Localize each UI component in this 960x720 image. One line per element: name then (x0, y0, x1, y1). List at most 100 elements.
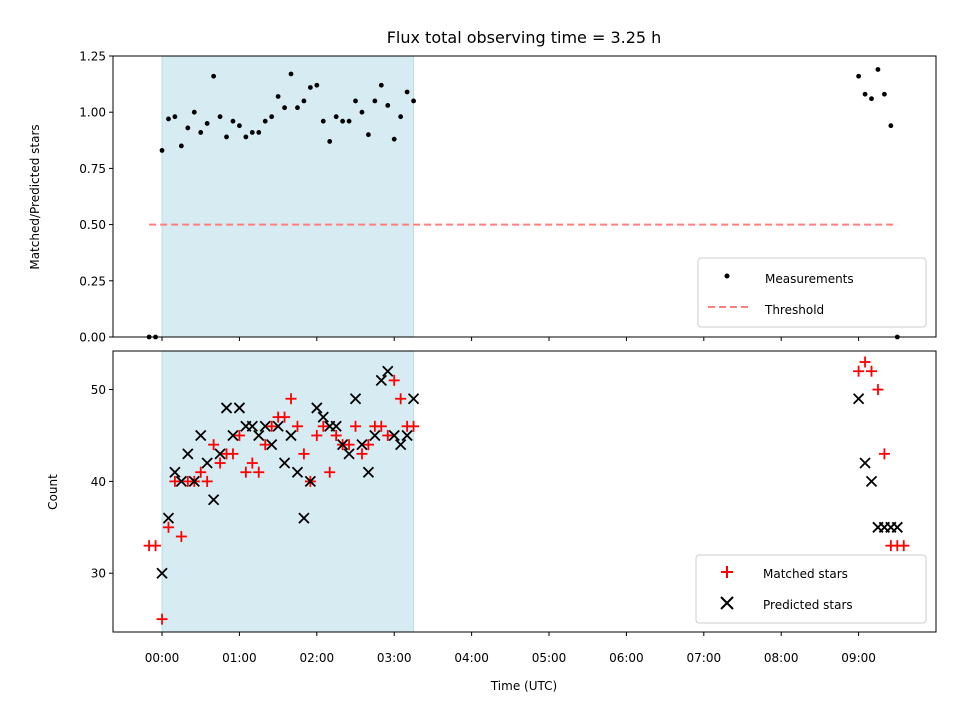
x-tick-label: 07:00 (687, 651, 722, 665)
matched-star-point (872, 384, 884, 396)
predicted-star-point (336, 439, 349, 451)
matched-star-point (330, 429, 342, 441)
matched-star-point (324, 466, 336, 478)
matched-star-point (227, 448, 239, 460)
predicted-star-point (369, 429, 381, 442)
measurement-point (243, 134, 249, 140)
matched-star-point (240, 466, 252, 478)
top-y-ticks: 0.00 0.25 0.50 0.75 1.00 1.25 (79, 50, 113, 345)
measurement-point (198, 130, 204, 135)
matched-star-point (156, 613, 168, 625)
top-panel: 0.00 0.25 0.50 0.75 1.00 1.25 Matched/Predict… (28, 50, 937, 345)
measurement-point (404, 89, 410, 95)
x-axis-label: Time (UTC) (490, 679, 557, 693)
predicted-star-point (253, 429, 265, 442)
y-tick-label: 0.75 (79, 162, 106, 176)
measurement-point (269, 114, 275, 120)
measurement-point (314, 82, 320, 88)
predicted-star-point (304, 475, 317, 488)
measurement-point (217, 114, 223, 120)
x-tick-label: 04:00 (454, 651, 489, 665)
matched-star-point (311, 429, 323, 441)
matched-star-point (878, 448, 890, 460)
measurement-point (211, 73, 217, 79)
predicted-star-point (195, 429, 207, 442)
matched-star-point (285, 393, 297, 405)
measurement-point (385, 103, 391, 108)
matched-star-point (169, 475, 181, 487)
top-marks (146, 67, 900, 340)
bottom-axes-frame (112, 350, 937, 633)
bottom-marks (143, 356, 910, 625)
y-tick-label: 1.25 (79, 50, 106, 64)
predicted-star-point (259, 420, 271, 432)
predicted-star-point (356, 439, 368, 451)
x-tick-label: 03:00 (377, 651, 412, 665)
predicted-star-point (220, 402, 233, 414)
bottom-legend: Matched stars Predicted stars (695, 554, 927, 624)
matched-star-point (350, 420, 362, 432)
top-legend: Measurements Threshold (697, 257, 927, 328)
predicted-star-point (175, 475, 188, 488)
measurement-point (875, 67, 881, 72)
measurement-point (882, 91, 887, 97)
predicted-star-point (169, 466, 181, 478)
predicted-star-point (388, 429, 400, 442)
measurement-point (320, 118, 326, 124)
bottom-y-ticks: 30 40 50 (91, 383, 113, 581)
matched-star-point (382, 429, 394, 441)
top-shaded-region (161, 55, 415, 338)
matched-star-point (866, 365, 878, 377)
predicted-star-point (330, 420, 342, 432)
predicted-star-point (349, 393, 362, 405)
predicted-star-point (227, 429, 239, 442)
measurement-point (411, 98, 416, 104)
measurement-point (166, 116, 171, 122)
measurement-point (307, 85, 313, 90)
legend-matched-marker (721, 566, 733, 578)
predicted-star-point (362, 466, 375, 478)
measurement-point (230, 118, 236, 124)
predicted-star-point (375, 374, 387, 387)
predicted-star-point (182, 448, 194, 460)
measurement-point (204, 121, 210, 126)
predicted-star-point (156, 567, 168, 579)
predicted-star-point (291, 466, 304, 478)
x-tick-label: 08:00 (764, 651, 799, 665)
top-legend-frame (697, 257, 927, 328)
measurement-point (282, 105, 287, 111)
legend-threshold-label: Threshold (764, 303, 824, 317)
x-tick-label: 09:00 (841, 651, 876, 665)
measurement-point (366, 132, 371, 138)
predicted-star-point (201, 457, 213, 469)
x-tick-label: 06:00 (609, 651, 644, 665)
matched-star-point (201, 475, 213, 487)
measurement-point (346, 118, 352, 124)
measurement-point (869, 96, 874, 102)
legend-predicted-label: Predicted stars (763, 598, 853, 612)
x-tick-label: 00:00 (145, 651, 180, 665)
legend-measurements-label: Measurements (765, 272, 854, 286)
matched-star-point (266, 420, 278, 432)
predicted-star-point (852, 393, 865, 405)
measurement-point (172, 114, 178, 120)
bottom-x-ticks: 00:00 01:00 02:00 03:00 04:00 05:00 06:00 07:00… (145, 632, 876, 665)
matched-star-point (246, 457, 258, 469)
predicted-star-point (246, 420, 258, 432)
matched-star-point (859, 356, 871, 368)
measurement-point (372, 98, 378, 104)
matched-star-point (291, 420, 303, 432)
measurement-point (256, 130, 262, 135)
measurement-point (185, 125, 191, 131)
measurement-point (224, 134, 229, 140)
y-tick-label: 0.25 (79, 274, 106, 288)
predicted-star-point (382, 365, 394, 377)
measurement-point (856, 73, 862, 79)
y-tick-label: 1.00 (79, 106, 106, 120)
measurement-point (353, 98, 358, 104)
matched-star-point (898, 540, 910, 552)
matched-star-point (408, 420, 420, 432)
matched-star-point (253, 466, 265, 478)
x-tick-label: 01:00 (222, 651, 257, 665)
